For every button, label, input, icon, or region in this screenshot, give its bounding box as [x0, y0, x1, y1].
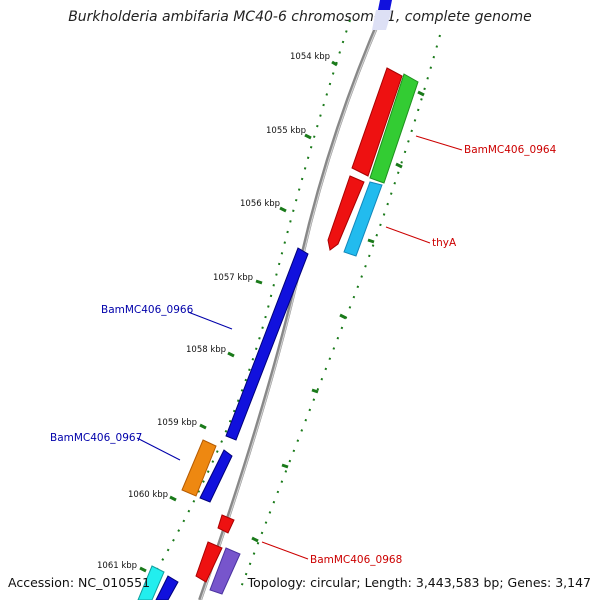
map-title: Burkholderia ambifaria MC40-6 chromosome… — [68, 9, 532, 25]
gene-label-0964[interactable]: BamMC406_0964 — [464, 144, 557, 156]
gene-blue-0966[interactable] — [225, 247, 309, 441]
gene-label-0966[interactable]: BamMC406_0966 — [101, 304, 194, 316]
gene-label-0967[interactable]: BamMC406_0967 — [50, 432, 142, 444]
gene-cyan-bottom[interactable] — [137, 565, 165, 600]
genome-summary-text: Topology: circular; Length: 3,443,583 bp… — [247, 575, 591, 590]
gene-cyan-thyA[interactable] — [343, 181, 383, 257]
tick-label: 1059 kbp — [157, 418, 197, 428]
gene-top-partial-fade — [372, 10, 392, 30]
gene-red-upper[interactable] — [351, 67, 403, 177]
tick-label: 1057 kbp — [213, 273, 253, 283]
gene-red-0968[interactable] — [217, 514, 235, 534]
inner-major-ticks — [139, 60, 338, 573]
gene-green[interactable] — [369, 73, 419, 184]
gene-label-0968[interactable]: BamMC406_0968 — [310, 554, 402, 566]
gene-labels: BamMC406_0964 thyA BamMC406_0966 BamMC40… — [50, 144, 557, 566]
gene-red-thyA[interactable] — [327, 175, 365, 251]
outer-major-ticks — [251, 90, 425, 543]
tick-label: 1054 kbp — [290, 52, 330, 62]
gene-orange[interactable] — [181, 439, 217, 497]
tick-label: 1061 kbp — [97, 561, 137, 571]
gene-blue-0967[interactable] — [199, 449, 233, 503]
gene-red-bottom[interactable] — [195, 541, 223, 583]
label-leaders — [136, 135, 463, 560]
accession-text: Accession: NC_010551 — [8, 575, 151, 590]
tick-label: 1056 kbp — [240, 199, 280, 209]
gene-purple-bottom[interactable] — [209, 547, 241, 595]
tick-label: 1055 kbp — [266, 126, 306, 136]
tick-label: 1060 kbp — [128, 490, 168, 500]
tick-labels: 1054 kbp 1055 kbp 1056 kbp 1057 kbp 1058… — [97, 52, 330, 571]
genome-backbone — [198, 0, 390, 600]
gene-blue-bottom[interactable] — [155, 575, 179, 600]
tick-label: 1058 kbp — [186, 345, 226, 355]
gene-label-thyA[interactable]: thyA — [432, 237, 457, 249]
gene-top-partial[interactable] — [378, 0, 392, 10]
